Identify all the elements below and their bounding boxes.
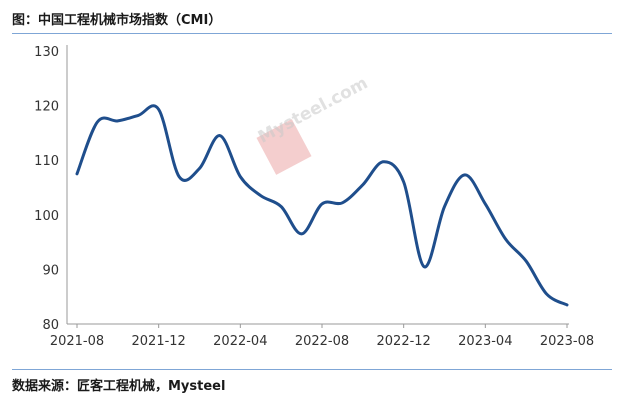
x-tick-label: 2022-04: [213, 334, 267, 349]
x-tick-label: 2023-04: [458, 334, 512, 349]
y-tick-label: 80: [42, 318, 59, 333]
x-tick-label: 2022-08: [295, 334, 349, 349]
x-tick-label: 2021-08: [50, 334, 104, 349]
y-axis: 80 90 100 110 120 130: [34, 45, 68, 333]
y-tick-label: 130: [34, 45, 59, 60]
x-tick-label: 2023-08: [540, 334, 594, 349]
chart-title: 图：中国工程机械市场指数（CMI）: [12, 13, 222, 28]
x-tick-label: 2021-12: [132, 334, 186, 349]
top-rule: [12, 33, 612, 34]
x-axis: 2021-08 2021-12 2022-04 2022-08 2022-12 2023-…: [50, 323, 594, 349]
y-tick-label: 100: [34, 209, 59, 224]
x-tick-label: 2022-12: [377, 334, 431, 349]
series-layer: [75, 104, 569, 307]
source-note: 数据来源：匠客工程机械，Mysteel: [12, 379, 226, 394]
y-tick-label: 110: [34, 154, 59, 169]
y-tick-label: 120: [34, 100, 59, 115]
series-line-cmi: [75, 104, 569, 307]
y-tick-label: 90: [42, 263, 59, 278]
bottom-rule: [12, 369, 612, 370]
